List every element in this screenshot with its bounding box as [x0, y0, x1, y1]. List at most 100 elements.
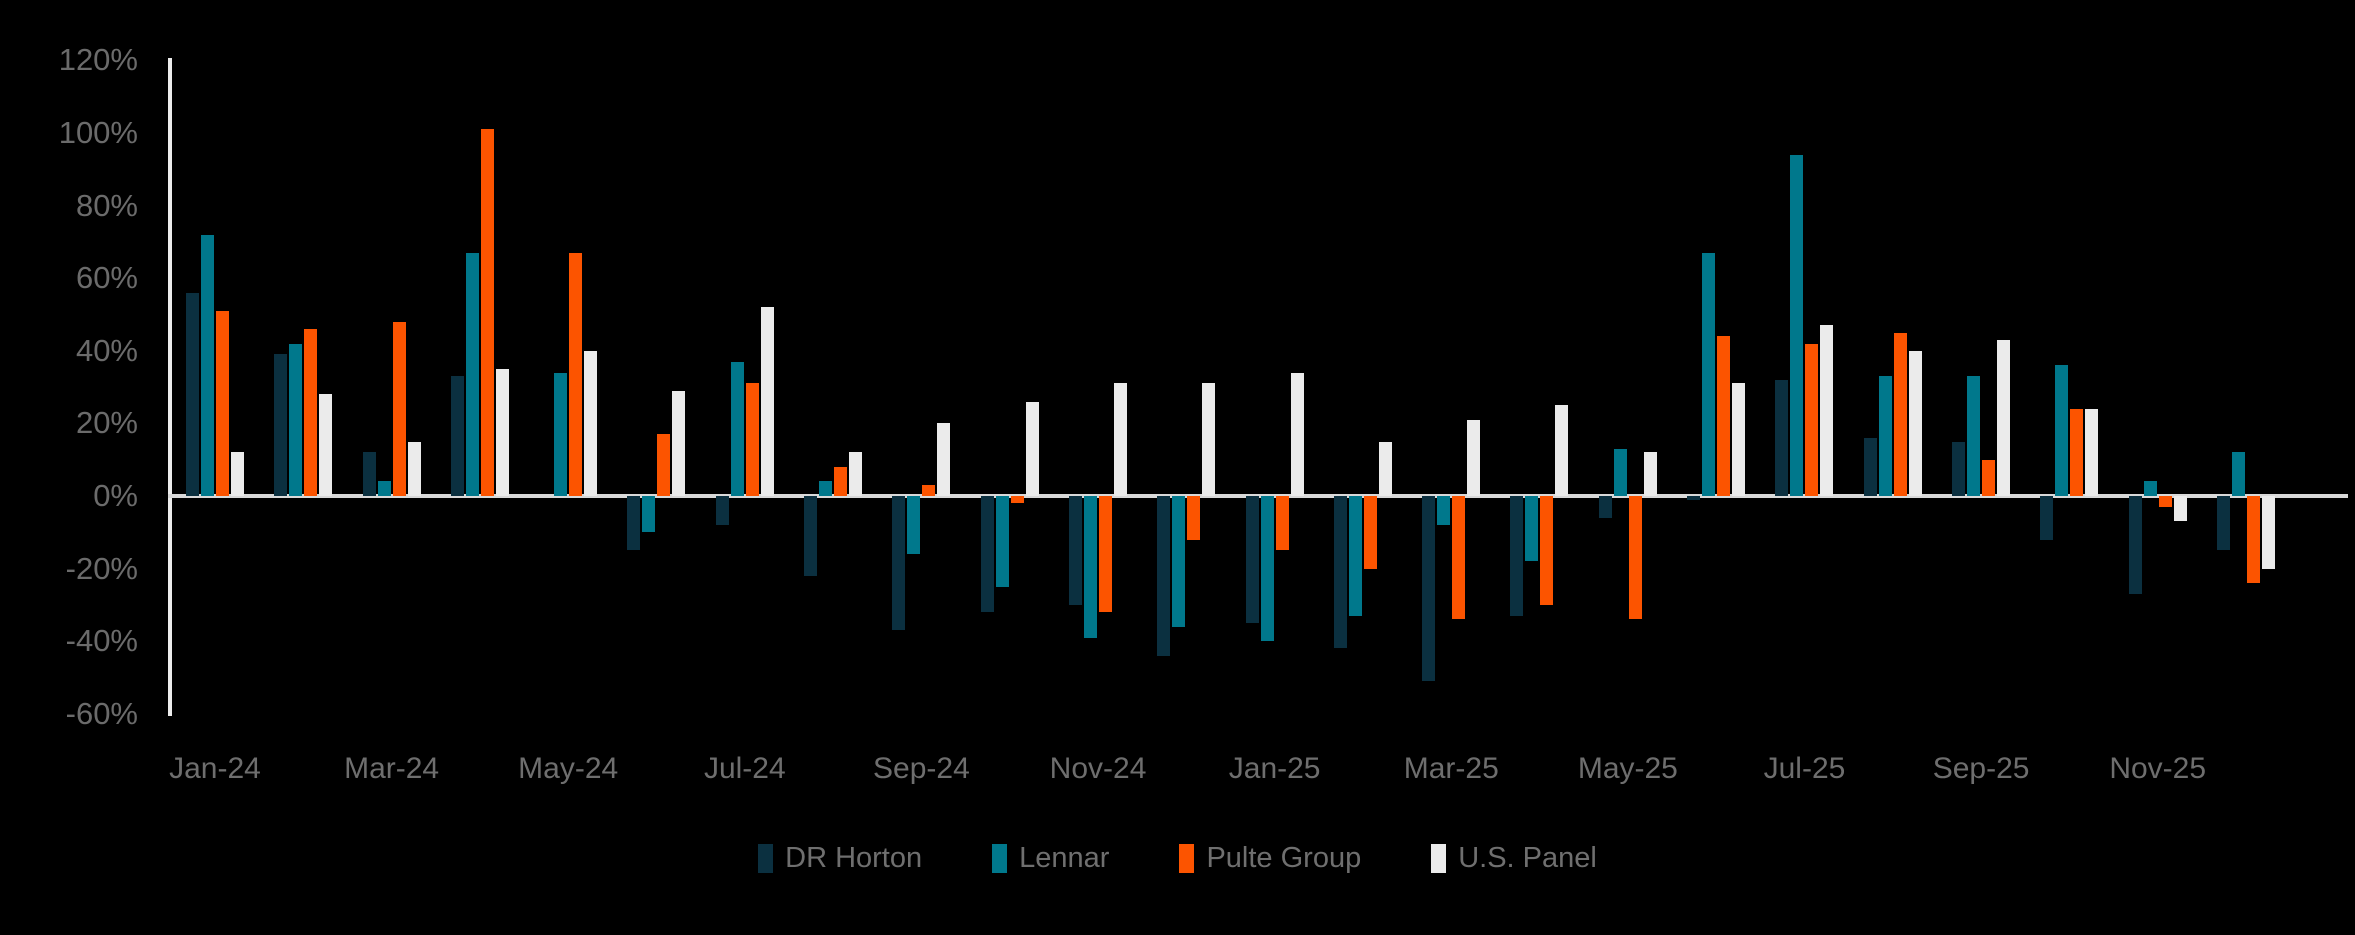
bar	[1098, 496, 1112, 613]
bar-group	[804, 60, 863, 714]
bar	[1775, 379, 1789, 496]
bar-group	[1422, 60, 1481, 714]
bar-group	[1951, 60, 2010, 714]
bar	[2143, 481, 2157, 496]
bar-group	[1157, 60, 1216, 714]
bar	[377, 481, 391, 496]
bar-group	[274, 60, 333, 714]
legend-item: U.S. Panel	[1431, 842, 1597, 875]
bar	[1348, 496, 1362, 616]
bar	[465, 252, 479, 496]
legend-item: Pulte Group	[1179, 842, 1361, 875]
bar-group	[715, 60, 774, 714]
bar	[1805, 343, 1819, 496]
bar-group	[1775, 60, 1834, 714]
bar	[1790, 154, 1804, 496]
bar	[2085, 408, 2099, 496]
bar-group	[450, 60, 509, 714]
legend: DR Horton Lennar Pulte Group U.S. Panel	[0, 842, 2355, 875]
bar-group	[2040, 60, 2099, 714]
bar	[1717, 336, 1731, 496]
bar	[1702, 252, 1716, 496]
x-axis-tick-label: Mar-24	[344, 752, 440, 785]
bar-group	[1598, 60, 1657, 714]
bar	[1540, 496, 1554, 605]
bar	[980, 496, 994, 613]
bar	[892, 496, 906, 631]
bar	[2040, 496, 2054, 540]
bar	[1510, 496, 1524, 616]
bar	[715, 496, 729, 526]
bar	[657, 434, 671, 496]
bar	[1378, 441, 1392, 496]
bar-group	[1245, 60, 1304, 714]
y-axis-tick-label: 100%	[58, 115, 138, 150]
bar-group	[1068, 60, 1127, 714]
bar	[730, 361, 744, 496]
bar	[849, 452, 863, 496]
bar	[1555, 405, 1569, 496]
legend-swatch	[758, 844, 774, 873]
bar	[1157, 496, 1171, 656]
bar	[584, 350, 598, 496]
legend-swatch	[992, 844, 1008, 873]
legend-item: Lennar	[992, 842, 1109, 875]
bar-group	[186, 60, 244, 714]
bar-group	[892, 60, 951, 714]
bar	[1187, 496, 1201, 540]
bar-group	[2216, 60, 2275, 714]
bar	[289, 343, 303, 496]
bar	[450, 376, 464, 496]
bar	[907, 496, 921, 555]
x-axis-tick-label: Mar-25	[1403, 752, 1499, 785]
bar	[1025, 401, 1039, 496]
bar	[1966, 376, 1980, 496]
bar	[804, 496, 818, 576]
y-axis-tick-label: 40%	[75, 332, 138, 368]
bar	[2231, 452, 2245, 496]
bar	[2173, 496, 2187, 522]
x-axis-tick-label: Jan-24	[169, 752, 261, 785]
bar	[1422, 496, 1436, 682]
legend-label: DR Horton	[785, 842, 923, 874]
bar	[1202, 383, 1216, 496]
bar	[407, 441, 421, 496]
bar	[569, 252, 583, 496]
bar	[1981, 459, 1995, 496]
bar	[1951, 441, 1965, 496]
bar-group	[2128, 60, 2187, 714]
bar	[760, 307, 774, 496]
bar	[1863, 437, 1877, 496]
bar	[480, 129, 494, 496]
bar	[1525, 496, 1539, 562]
bar	[745, 383, 759, 496]
legend-label: U.S. Panel	[1458, 842, 1597, 874]
bar	[1437, 496, 1451, 526]
bar	[1333, 496, 1347, 649]
bar	[642, 496, 656, 533]
bar	[319, 394, 333, 496]
legend-label: Pulte Group	[1206, 842, 1362, 874]
x-axis-tick-label: Jul-25	[1763, 752, 1846, 785]
bar	[1172, 496, 1186, 627]
bar	[495, 368, 509, 496]
bar	[274, 354, 288, 496]
bar	[1820, 325, 1834, 496]
bar	[1113, 383, 1127, 496]
bar	[1908, 350, 1922, 496]
legend-swatch	[1431, 844, 1447, 873]
x-axis-tick-label: Nov-24	[1049, 752, 1147, 785]
bar-group	[980, 60, 1039, 714]
bar-group	[627, 60, 686, 714]
bar	[392, 321, 406, 496]
legend-item: DR Horton	[758, 842, 922, 875]
bar	[1245, 496, 1259, 624]
bar	[554, 372, 568, 496]
y-axis-tick-label: 80%	[75, 187, 138, 223]
bar	[1068, 496, 1082, 605]
y-axis-tick-label: 0%	[93, 478, 138, 513]
bar	[627, 496, 641, 551]
bar	[672, 390, 686, 496]
x-axis-tick-label: May-25	[1577, 752, 1678, 785]
legend-swatch	[1179, 844, 1195, 873]
